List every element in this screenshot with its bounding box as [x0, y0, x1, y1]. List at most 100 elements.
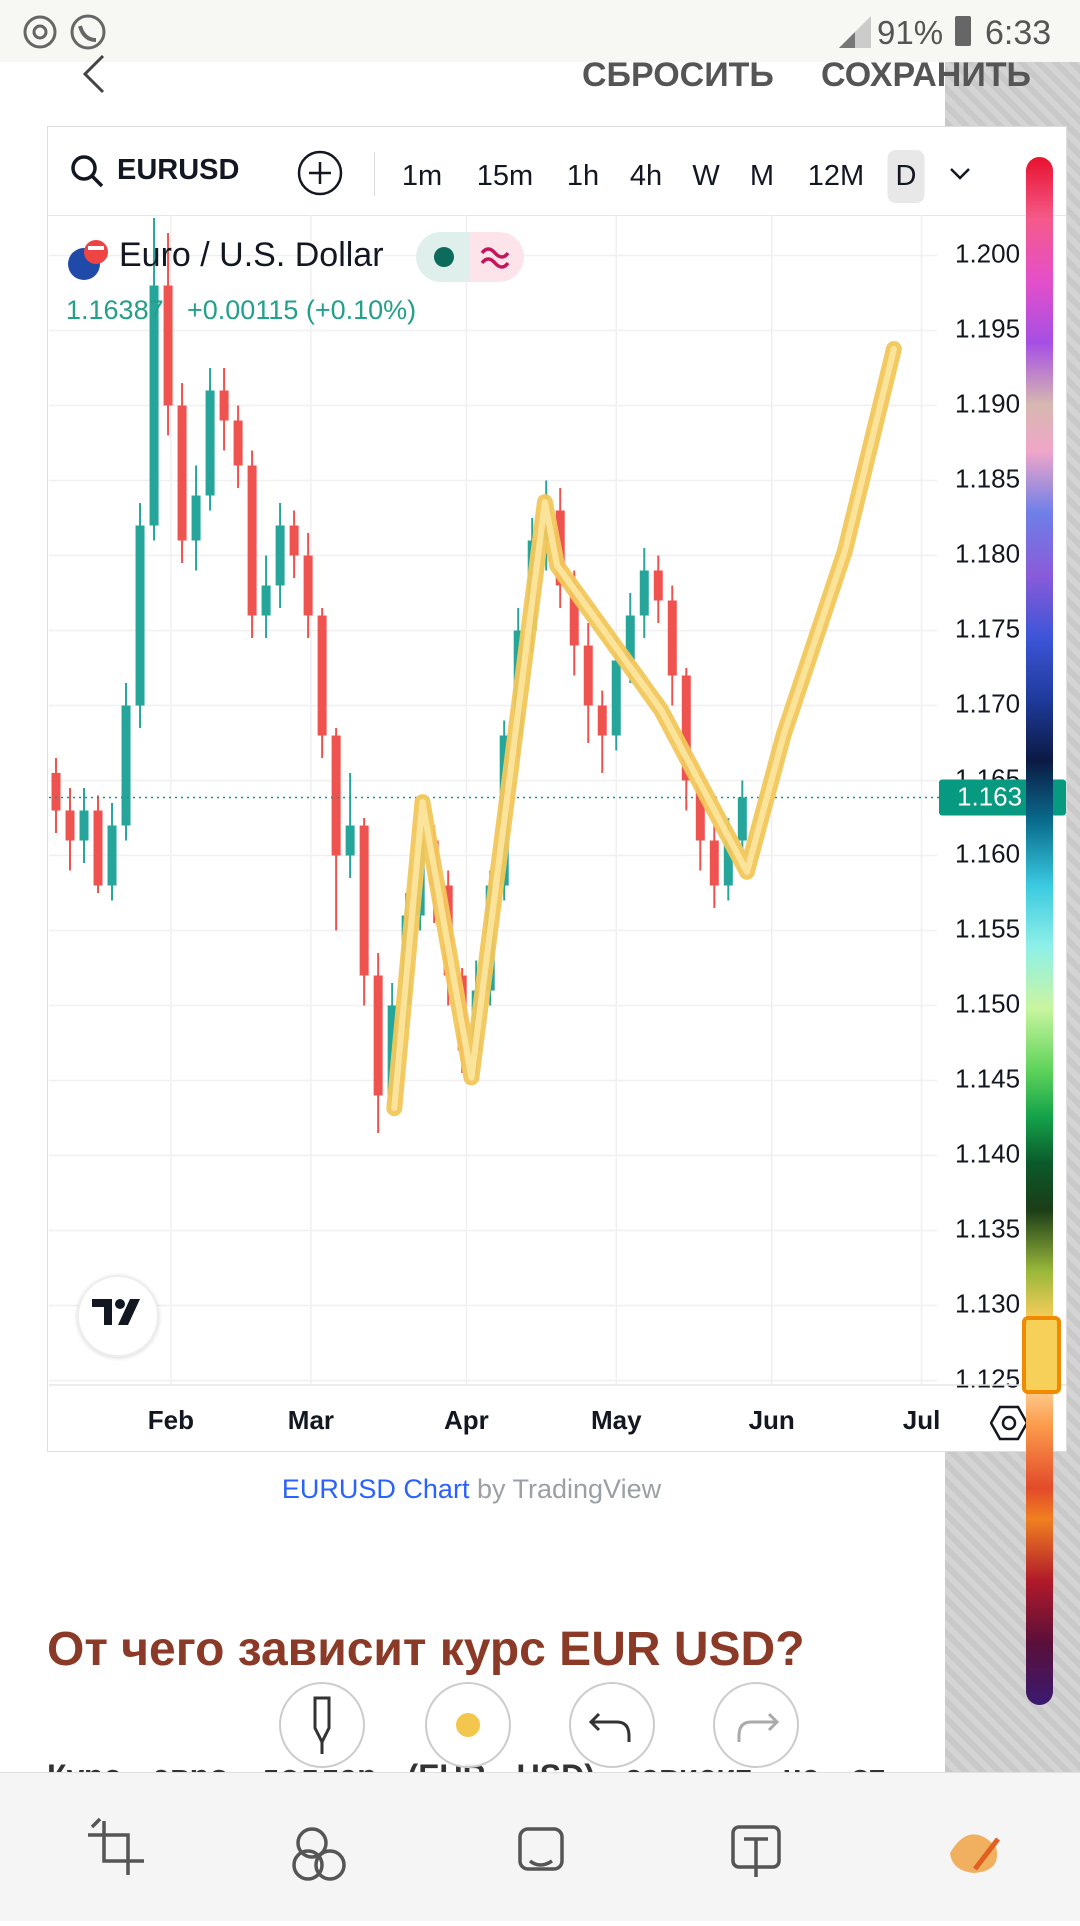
settings-icon[interactable]: [990, 1404, 1028, 1442]
candle-body: [681, 675, 691, 781]
pen-icon: [313, 1696, 331, 1754]
candle-body: [709, 840, 719, 886]
candle-body: [471, 990, 481, 1051]
candle-body: [93, 810, 103, 886]
candle-body: [695, 780, 705, 841]
candle-body: [429, 840, 439, 886]
y-tick-label: 1.155: [955, 913, 1020, 943]
x-tick-label: Jul: [903, 1405, 941, 1435]
candle-body: [107, 825, 117, 886]
candle-body: [401, 915, 411, 1006]
candle-body: [261, 585, 271, 616]
candle-body: [597, 705, 607, 736]
x-tick-label: Jun: [749, 1405, 795, 1435]
candle-body: [219, 390, 229, 421]
candle-body: [583, 645, 593, 706]
y-tick-label: 1.135: [955, 1213, 1020, 1243]
interval-button[interactable]: M: [749, 160, 775, 192]
y-tick-label: 1.145: [955, 1063, 1020, 1093]
candle-body: [51, 773, 61, 811]
status-bar: 91% 6:33: [0, 0, 1080, 62]
market-open-dot: [434, 247, 454, 267]
candle-body: [653, 570, 663, 601]
color-palette[interactable]: [1026, 157, 1053, 1705]
y-tick-label: 1.170: [955, 688, 1020, 718]
interval-button[interactable]: 4h: [629, 160, 663, 192]
y-tick-label: 1.125: [955, 1363, 1020, 1393]
candle-body: [723, 840, 733, 886]
y-tick-label: 1.150: [955, 988, 1020, 1018]
interval-button[interactable]: 12M: [807, 160, 865, 192]
candle-body: [737, 797, 747, 841]
candle-body: [247, 465, 257, 616]
price-change: +0.00115 (+0.10%): [187, 295, 417, 325]
save-button[interactable]: СОХРАНИТЬ: [821, 56, 1031, 94]
candle-body: [387, 1005, 397, 1096]
candle-body: [65, 810, 75, 841]
x-tick-label: Apr: [444, 1405, 489, 1435]
toolbar-divider: [48, 215, 1066, 216]
candle-body: [233, 420, 243, 466]
toolbar-separator: [374, 152, 375, 196]
candle-body: [611, 660, 621, 736]
y-tick-label: 1.185: [955, 463, 1020, 493]
pen-tool[interactable]: [279, 1682, 365, 1768]
candle-body: [639, 570, 649, 616]
candle-body: [163, 285, 173, 406]
reset-button[interactable]: СБРОСИТЬ: [582, 56, 774, 94]
candle-body: [569, 585, 579, 646]
y-tick-label: 1.160: [955, 838, 1020, 868]
caption: EURUSD Chart by TradingView: [0, 1474, 943, 1505]
candle-body: [289, 525, 299, 556]
flag-icon: [68, 240, 108, 280]
candle-body: [275, 525, 285, 586]
status-icons: [23, 14, 106, 50]
x-tick-label: Mar: [288, 1405, 334, 1435]
back-button[interactable]: [75, 52, 115, 96]
y-tick-label: 1.140: [955, 1138, 1020, 1168]
y-tick-label: 1.200: [955, 238, 1020, 268]
candle-body: [457, 975, 467, 1051]
candle-body: [541, 510, 551, 541]
interval-button[interactable]: 1h: [566, 160, 600, 192]
color-tool[interactable]: [425, 1682, 511, 1768]
candle-body: [79, 810, 89, 841]
chart-link[interactable]: EURUSD Chart: [281, 1474, 470, 1504]
price-tag-label: 1.163: [957, 781, 1022, 811]
candle-body: [177, 405, 187, 541]
x-tick-label: May: [591, 1405, 642, 1435]
interval-button[interactable]: W: [692, 160, 720, 192]
undo-icon: [588, 1712, 631, 1742]
add-button[interactable]: [296, 149, 344, 197]
candle-body: [121, 705, 131, 826]
search-icon[interactable]: [68, 152, 108, 192]
symbol[interactable]: EURUSD: [117, 154, 240, 186]
candle-body: [149, 285, 159, 526]
candle-body: [415, 840, 425, 916]
article-heading: От чего зависит курс EUR USD?: [47, 1623, 805, 1676]
interval-button[interactable]: D: [887, 150, 925, 203]
last-price: 1.16387: [66, 295, 164, 325]
selected-color[interactable]: [1022, 1316, 1061, 1394]
redo-icon: [737, 1712, 780, 1742]
redo-tool[interactable]: [713, 1682, 799, 1768]
color-dot: [456, 1713, 480, 1737]
interval-button[interactable]: 15m: [476, 160, 534, 192]
delay-icon: [480, 247, 510, 269]
bottom-icons: [88, 1817, 1000, 1881]
candle-body: [135, 525, 145, 706]
candle-body: [625, 615, 635, 661]
y-tick-label: 1.180: [955, 538, 1020, 568]
interval-button[interactable]: 1m: [401, 160, 443, 192]
candle-body: [527, 540, 537, 631]
candle-body: [555, 510, 565, 586]
candle-body: [443, 885, 453, 976]
undo-tool[interactable]: [569, 1682, 655, 1768]
battery: 91%: [877, 14, 944, 51]
tradingview-mark: [92, 1299, 140, 1325]
candle-body: [359, 825, 369, 976]
more-intervals[interactable]: [945, 160, 975, 186]
y-tick-label: 1.195: [955, 313, 1020, 343]
signal-icon: [839, 16, 871, 48]
tradingview-logo[interactable]: [77, 1275, 159, 1357]
